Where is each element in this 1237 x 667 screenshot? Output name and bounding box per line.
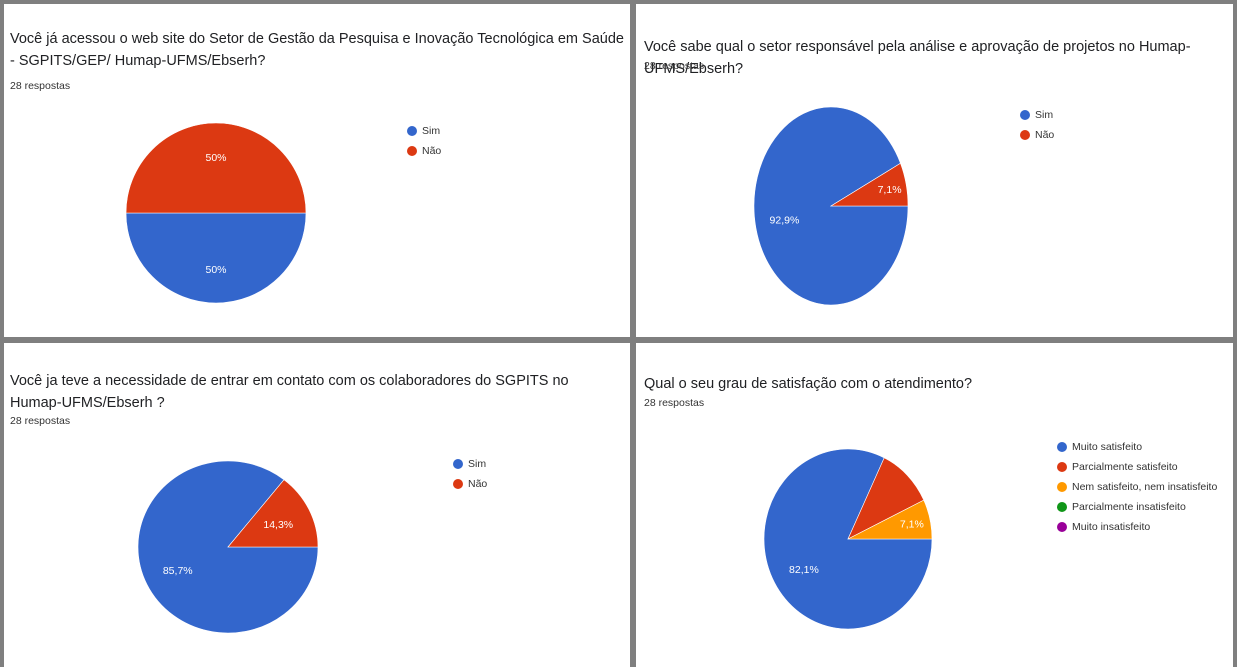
chart-panel-approval-sector: Você sabe qual o setor responsável pela … <box>636 4 1233 337</box>
pie-chart: 85,7% 14,3% <box>137 460 319 634</box>
legend-swatch <box>1057 522 1067 532</box>
chart-legend: Muito satisfeito Parcialmente satisfeito N… <box>1057 437 1217 537</box>
slice-label: 82,1% <box>789 564 819 576</box>
legend-item[interactable]: Nem satisfeito, nem insatisfeito <box>1057 477 1217 497</box>
chart-panel-contact-need: Você ja teve a necessidade de entrar em … <box>4 343 630 667</box>
legend-item[interactable]: Muito satisfeito <box>1057 437 1217 457</box>
legend-swatch <box>1057 462 1067 472</box>
chart-title: Qual o seu grau de satisfação com o aten… <box>644 376 973 392</box>
chart-title: Você sabe qual o setor responsável pela … <box>644 39 1191 77</box>
pie-chart: 82,1% 7,1% <box>763 448 933 630</box>
legend-label: Não <box>468 478 488 490</box>
response-count: 28 respostas <box>10 415 71 427</box>
pie-chart: 50% 50% <box>125 122 307 304</box>
chart-panel-satisfaction: Qual o seu grau de satisfação com o aten… <box>636 343 1233 667</box>
slice-label: 50% <box>205 264 226 276</box>
slice-label: 85,7% <box>163 565 193 577</box>
legend-swatch <box>1057 442 1067 452</box>
pie-slice[interactable] <box>227 479 319 548</box>
legend-item[interactable]: Parcialmente satisfeito <box>1057 457 1217 477</box>
legend-item[interactable]: Não <box>407 141 441 161</box>
slice-label: 7,1% <box>900 518 924 530</box>
response-count: 28 respostas <box>644 397 705 409</box>
legend-swatch <box>1020 130 1030 140</box>
legend-label: Sim <box>1035 109 1054 121</box>
pie-slice[interactable] <box>847 499 933 540</box>
legend-swatch <box>1020 110 1030 120</box>
slice-label: 7,1% <box>878 184 902 196</box>
legend-label: Muito satisfeito <box>1072 441 1143 453</box>
legend-swatch <box>453 479 463 489</box>
legend-label: Não <box>422 145 442 157</box>
response-count: 28 respostas <box>644 60 705 72</box>
legend-swatch <box>407 146 417 156</box>
legend-item[interactable]: Não <box>1020 125 1054 145</box>
legend-label: Parcialmente insatisfeito <box>1072 501 1186 513</box>
chart-legend: Sim Não <box>1020 105 1054 145</box>
legend-item[interactable]: Muito insatisfeito <box>1057 517 1217 537</box>
legend-swatch <box>453 459 463 469</box>
legend-item[interactable]: Sim <box>407 121 441 141</box>
pie-slice[interactable] <box>125 212 307 304</box>
legend-item[interactable]: Parcialmente insatisfeito <box>1057 497 1217 517</box>
pie-slice[interactable] <box>829 162 909 207</box>
legend-label: Nem satisfeito, nem insatisfeito <box>1072 481 1218 493</box>
pie-chart: 92,9% 7,1% <box>753 106 909 306</box>
slice-label: 14,3% <box>263 519 293 531</box>
pie-slice[interactable] <box>125 122 307 214</box>
legend-label: Não <box>1035 129 1055 141</box>
legend-item[interactable]: Sim <box>453 454 487 474</box>
response-count: 28 respostas <box>10 80 71 92</box>
legend-label: Parcialmente satisfeito <box>1072 461 1178 473</box>
chart-panel-website-access: Você já acessou o web site do Setor de G… <box>4 4 630 337</box>
slice-label: 50% <box>205 152 226 164</box>
chart-title: Você já acessou o web site do Setor de G… <box>10 31 624 69</box>
chart-legend: Sim Não <box>453 454 487 494</box>
legend-label: Sim <box>422 125 441 137</box>
chart-title: Você ja teve a necessidade de entrar em … <box>10 373 569 411</box>
legend-item[interactable]: Sim <box>1020 105 1054 125</box>
legend-label: Muito insatisfeito <box>1072 521 1151 533</box>
legend-swatch <box>1057 502 1067 512</box>
legend-item[interactable]: Não <box>453 474 487 494</box>
legend-swatch <box>1057 482 1067 492</box>
legend-swatch <box>407 126 417 136</box>
slice-label: 92,9% <box>770 215 800 227</box>
legend-label: Sim <box>468 458 487 470</box>
chart-legend: Sim Não <box>407 121 441 161</box>
